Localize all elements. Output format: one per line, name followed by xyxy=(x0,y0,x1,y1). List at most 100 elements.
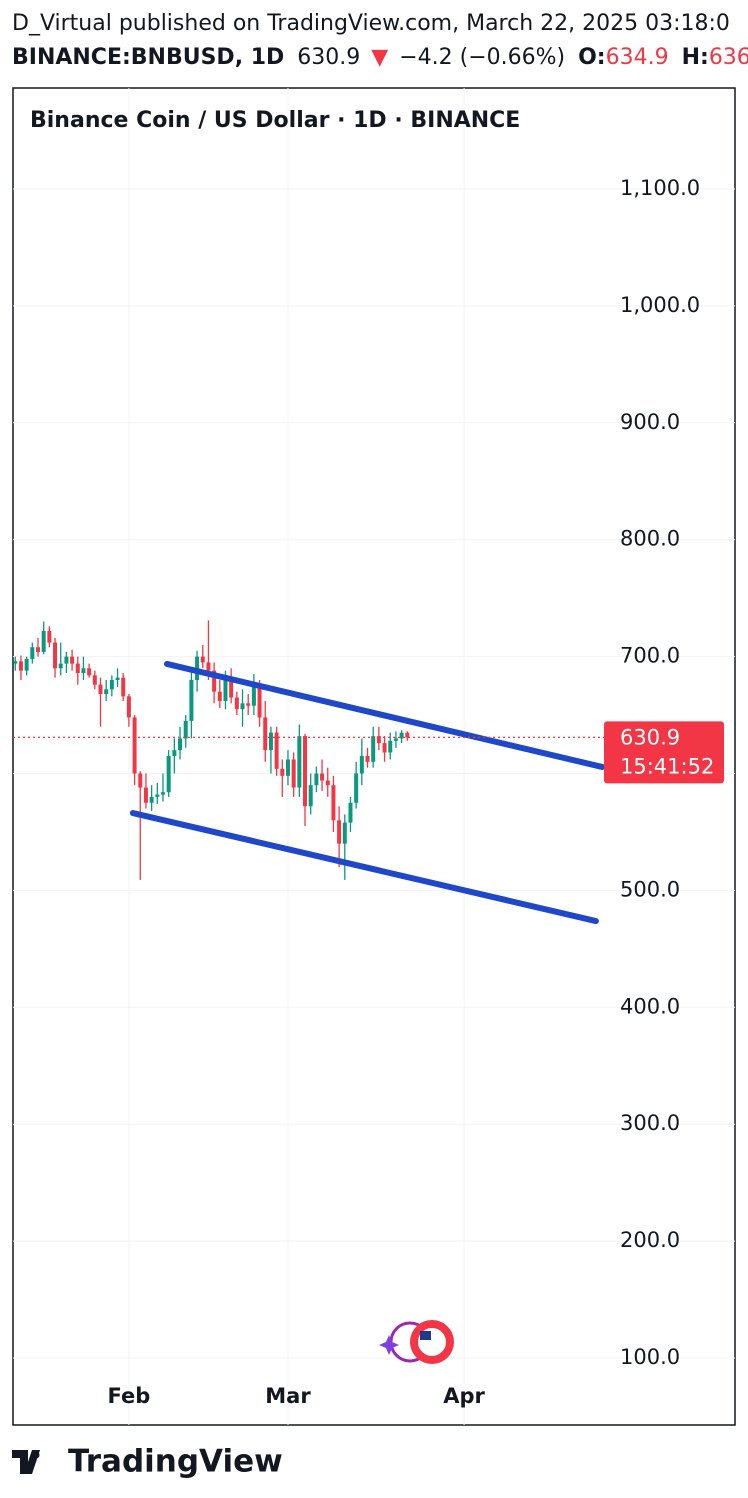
candle-body xyxy=(263,717,268,751)
candle-body xyxy=(388,740,393,753)
candle-body xyxy=(104,689,109,695)
x-tick-label: Feb xyxy=(108,1384,151,1408)
candle-body xyxy=(280,768,285,776)
candle-body xyxy=(285,759,290,776)
change: −4.2 (−0.66%) xyxy=(399,45,565,70)
last-price-label: 630.9 xyxy=(620,725,680,749)
candle-body xyxy=(189,679,194,721)
candle-body xyxy=(325,780,330,786)
candle-body xyxy=(92,675,97,685)
candle-body xyxy=(303,736,308,807)
y-tick-label: 200.0 xyxy=(620,1228,680,1252)
y-tick-label: 800.0 xyxy=(620,527,680,551)
trend-line xyxy=(129,810,599,925)
open-label: O: xyxy=(578,45,606,70)
y-tick-label: 900.0 xyxy=(620,410,680,434)
candle-body xyxy=(98,684,103,695)
candle-body xyxy=(365,755,370,762)
candle-body xyxy=(234,697,239,710)
logo-mark xyxy=(32,1451,40,1459)
candle-body xyxy=(314,773,319,786)
candle-body xyxy=(47,630,52,643)
candle-body xyxy=(53,642,58,669)
candle-body xyxy=(308,785,313,807)
open-value: 634.9 xyxy=(606,45,669,70)
candle-body xyxy=(70,656,75,664)
candle-body xyxy=(149,796,154,803)
candle-body xyxy=(337,820,342,844)
candle-body xyxy=(291,759,296,788)
brand: TradingView xyxy=(68,1444,283,1480)
arrow: ▼ xyxy=(371,45,388,70)
candle-body xyxy=(331,785,336,821)
candle-body xyxy=(212,670,217,692)
candle-body xyxy=(30,647,35,659)
last-price-box xyxy=(604,721,724,784)
candle-body xyxy=(172,750,177,756)
candle-body xyxy=(24,658,29,671)
y-tick-label: 700.0 xyxy=(620,644,680,668)
candle-body xyxy=(132,717,137,774)
candle-body xyxy=(229,679,234,698)
high-value: 636.1 xyxy=(709,45,748,70)
icon xyxy=(420,1331,431,1340)
candle-body xyxy=(268,732,273,751)
y-tick-label: 400.0 xyxy=(620,994,680,1018)
candle-body xyxy=(121,677,126,697)
candle-body xyxy=(200,656,205,663)
candle-body xyxy=(257,685,262,718)
candle-body xyxy=(41,630,46,652)
countdown-label: 15:41:52 xyxy=(620,754,714,778)
candle-body xyxy=(155,794,160,797)
candle-body xyxy=(178,738,183,751)
symbol-line: BINANCE:BNBUSD, 1D 630.9 ▼ −4.2 (−0.66%)… xyxy=(12,45,748,70)
candle-body xyxy=(115,677,120,680)
candle-body xyxy=(143,787,148,803)
candle-body xyxy=(297,736,302,788)
y-tick-label: 1,000.0 xyxy=(620,293,700,317)
candle-body xyxy=(75,663,80,673)
candle-body xyxy=(109,679,114,690)
x-tick-label: Mar xyxy=(265,1384,311,1408)
x-tick-label: Apr xyxy=(443,1384,485,1408)
candle-body xyxy=(393,738,398,741)
candle-body xyxy=(87,668,92,676)
candle-body xyxy=(382,743,387,753)
icons xyxy=(379,1320,454,1364)
candle-body xyxy=(166,755,171,793)
candle-body xyxy=(64,656,69,664)
candle-body xyxy=(223,679,228,702)
candle-body xyxy=(18,661,23,671)
candle-body xyxy=(405,732,410,738)
candle-body xyxy=(274,732,279,769)
candle-body xyxy=(348,802,353,823)
candle-body xyxy=(35,647,40,652)
candle-body xyxy=(160,792,165,795)
candle-body xyxy=(240,703,245,710)
candle-body xyxy=(206,662,211,671)
high-label: H: xyxy=(682,45,709,70)
candle-body xyxy=(246,703,251,706)
symbol: BINANCE:BNBUSD, 1D xyxy=(12,45,284,70)
y-tick-label: 100.0 xyxy=(620,1345,680,1369)
candle-body xyxy=(354,773,359,803)
trend-line xyxy=(163,660,606,770)
candle-body xyxy=(399,732,404,739)
candle-body xyxy=(13,661,18,664)
candle-body xyxy=(342,822,347,844)
candle-body xyxy=(138,773,143,788)
y-tick-label: 300.0 xyxy=(620,1111,680,1135)
published-line: D_Virtual published on TradingView.com, … xyxy=(12,11,730,36)
candle-body xyxy=(371,736,376,762)
candle-body xyxy=(359,755,364,774)
logo: TradingView xyxy=(12,1444,283,1480)
icon xyxy=(379,1335,399,1355)
last: 630.9 xyxy=(297,45,360,70)
candle-body xyxy=(320,773,325,781)
candle-body xyxy=(251,685,256,706)
candle-body xyxy=(58,663,63,669)
marks xyxy=(13,620,606,925)
candle-body xyxy=(217,691,222,702)
